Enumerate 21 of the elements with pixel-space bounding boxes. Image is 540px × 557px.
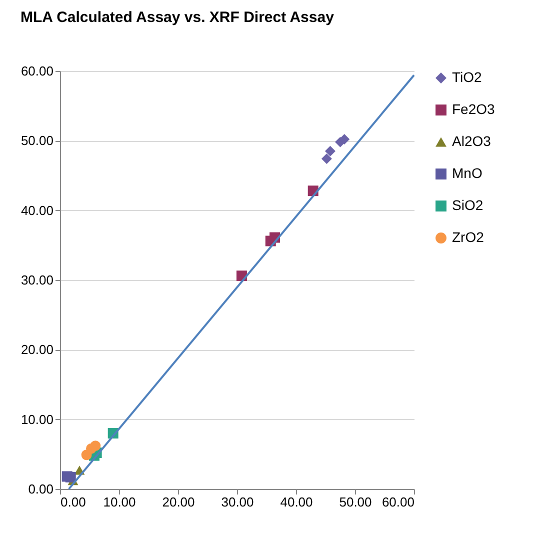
legend-label: ZrO2: [452, 229, 484, 245]
y-tick-label: 30.00: [20, 272, 54, 288]
chart-title: MLA Calculated Assay vs. XRF Direct Assay: [20, 9, 335, 26]
x-tick-label: 40.00: [280, 494, 313, 510]
y-tick-label: 50.00: [20, 133, 54, 148]
y-tick-label: 20.00: [20, 342, 54, 358]
legend-label: MnO: [452, 165, 482, 181]
legend-label: SiO2: [452, 197, 484, 213]
legend-label: Fe2O3: [452, 101, 496, 117]
y-tick-label: 10.00: [20, 412, 54, 427]
legend-label: TiO2: [452, 69, 482, 85]
y-tick-label: 60.00: [20, 64, 54, 78]
x-tick-label: 30.00: [221, 494, 254, 510]
x-tick-label: 50.00: [339, 494, 372, 510]
x-tick-label: 0.00: [60, 494, 86, 510]
x-tick-label: 60.00: [382, 494, 414, 510]
legend-label: Al2O3: [452, 133, 492, 149]
y-tick-label: 40.00: [20, 202, 54, 218]
x-tick-label: 10.00: [103, 494, 136, 510]
y-tick-label: 0.00: [28, 482, 54, 496]
x-tick-label: 20.00: [162, 494, 195, 510]
